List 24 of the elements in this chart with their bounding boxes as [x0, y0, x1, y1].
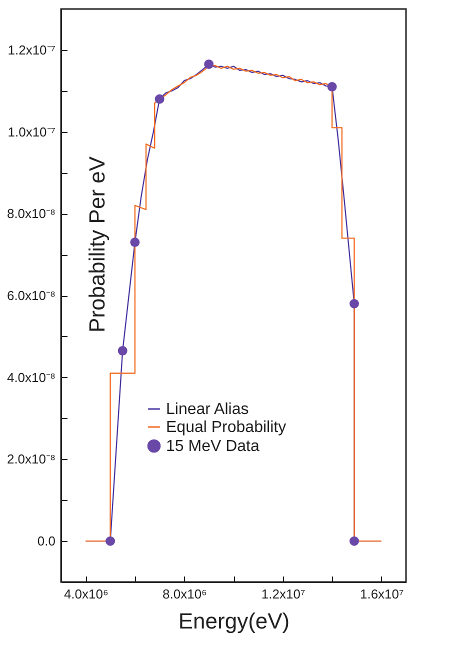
y-axis-title: Probability Per eV	[84, 156, 110, 333]
point	[130, 238, 140, 248]
y-tick-label: 0.0	[37, 534, 56, 549]
y-tick-label: 4.0x10⁻⁸	[6, 370, 56, 385]
y-tick-label: 8.0x10⁻⁸	[6, 206, 56, 222]
x-axis-title: Energy(eV)	[178, 608, 290, 634]
y-tick-label: 1.0x10⁻⁷	[8, 124, 56, 140]
x-tick-label: 1.6x10⁷	[360, 586, 404, 602]
y-tick-label: 2.0x10⁻⁸	[6, 452, 56, 467]
y-tick-label: 1.2x10⁻⁷	[8, 42, 56, 58]
x-tick-label: 4.0x10⁶	[64, 586, 108, 602]
legend-label: 15 MeV Data	[166, 438, 260, 455]
point	[204, 60, 214, 69]
legend-label: Equal Probability	[166, 419, 286, 436]
x-tick-label: 1.2x10⁷	[261, 586, 306, 602]
point	[350, 536, 359, 546]
point	[154, 94, 164, 104]
point	[350, 298, 359, 308]
point	[327, 82, 337, 92]
point	[118, 346, 128, 356]
y-tick-label: 6.0x10⁻⁸	[6, 288, 56, 303]
legend-label: Linear Alias	[166, 401, 249, 418]
x-tick-label: 8.0x10⁶	[162, 586, 207, 602]
point	[106, 536, 116, 546]
